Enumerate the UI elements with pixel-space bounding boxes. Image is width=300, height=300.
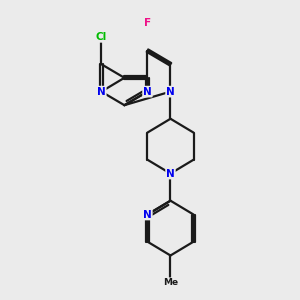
Text: F: F xyxy=(144,18,151,28)
Text: N: N xyxy=(166,169,175,178)
Text: N: N xyxy=(143,87,152,97)
Text: N: N xyxy=(97,87,106,97)
Text: Me: Me xyxy=(163,278,178,287)
Text: Cl: Cl xyxy=(96,32,107,42)
Text: N: N xyxy=(166,87,175,97)
Text: N: N xyxy=(143,209,152,220)
